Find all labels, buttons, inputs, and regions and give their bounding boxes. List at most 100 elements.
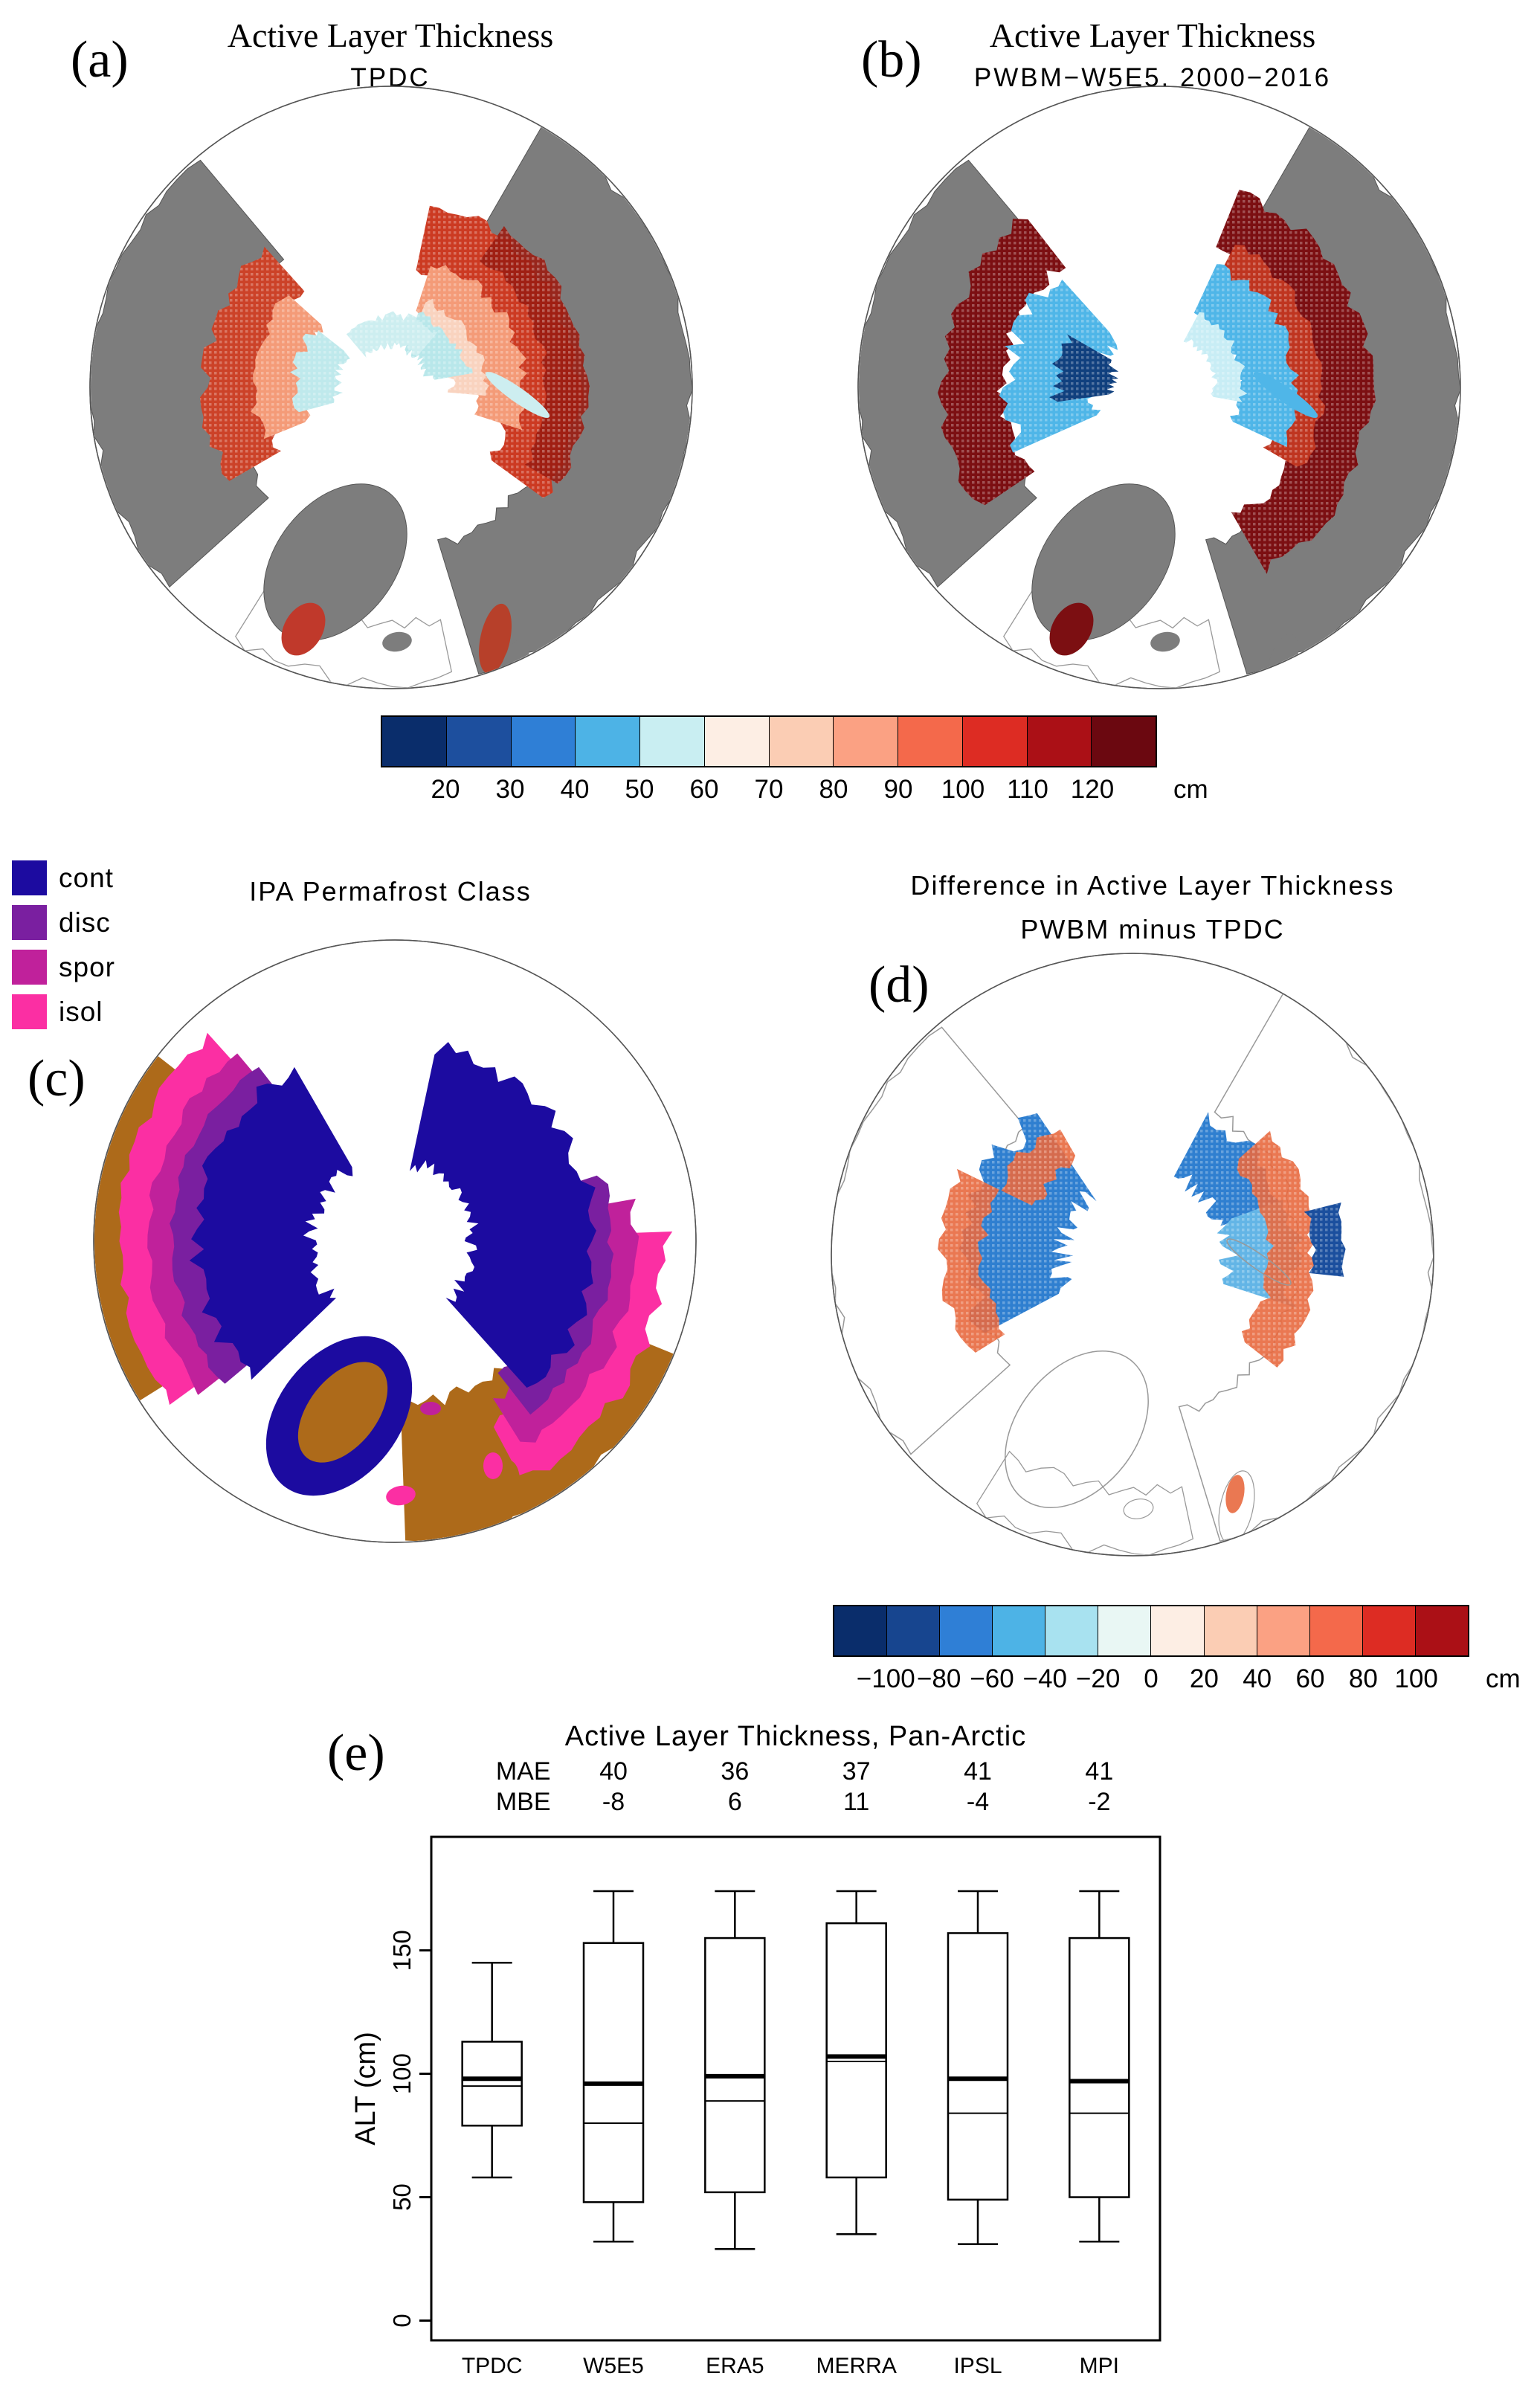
map-landmass <box>420 1402 441 1415</box>
colorbar-tick-label: 20 <box>431 775 460 804</box>
panel-a-label: (a) <box>71 31 129 88</box>
map-landmass <box>1049 602 1094 656</box>
colorbar-tick-label: −80 <box>916 1664 961 1693</box>
map-regions <box>859 126 1460 688</box>
map-regions <box>94 1032 674 1542</box>
map-outline-circle <box>89 86 693 689</box>
panel-d-title-line2: PWBM minus TPDC <box>1020 913 1285 944</box>
map-landmass <box>263 483 407 641</box>
colorbar-tick-label: −20 <box>1075 1664 1121 1693</box>
boxplot-box-TPDC <box>461 1962 523 2179</box>
colorbar-tick-label: 60 <box>1295 1664 1325 1693</box>
colorbar-tick-label: −100 <box>856 1664 915 1693</box>
map-c-svg <box>93 939 697 1543</box>
panel-c: IPA Permafrost Class cont disc spor isol… <box>12 855 766 1603</box>
colorbar-tick-label: 0 <box>1144 1664 1159 1693</box>
y-tick-label: 100 <box>388 2053 416 2094</box>
panel-e: (e) Active Layer Thickness, Pan-Arctic MA… <box>312 1699 1234 2406</box>
panel-e-label: (e) <box>327 1725 385 1782</box>
colorbar-segment <box>576 717 640 766</box>
stats-value-MAE-ERA5: 36 <box>721 1757 749 1786</box>
map-outline-circle <box>831 953 1434 1556</box>
colorbar-segment <box>940 1606 993 1655</box>
map-landmass <box>386 1485 416 1506</box>
boxplot-box-ERA5 <box>704 1890 766 2250</box>
colorbar-tick-label: −60 <box>970 1664 1014 1693</box>
stats-value-MBE-MERRA: 11 <box>843 1788 869 1816</box>
map-region <box>94 1055 193 1401</box>
colorbar-diff-labels: −100 −80 −60 −40 −20 0 20 40 60 80 100 cm <box>833 1664 1521 1699</box>
colorbar-tick-label: −40 <box>1022 1664 1068 1693</box>
colorbar-segment <box>834 1606 888 1655</box>
map-landmass <box>1443 1306 1445 1340</box>
colorbar-segment <box>704 717 770 766</box>
x-category-label: MERRA <box>816 2354 896 2378</box>
colorbar-alt-labels: 20 30 40 50 60 70 80 90 100 110 120 cm <box>381 775 1208 809</box>
y-axis-title: ALT (cm) <box>350 2032 381 2145</box>
x-category-label: ERA5 <box>706 2354 764 2378</box>
colorbar-alt: 20 30 40 50 60 70 80 90 100 110 120 cm <box>381 715 1208 809</box>
colorbar-segment <box>1098 1606 1152 1655</box>
colorbar-tick-label: 70 <box>754 775 784 804</box>
panel-a-title-line1: Active Layer Thickness <box>227 16 554 54</box>
panel-b: (b) Active Layer Thickness PWBM−W5E5, 20… <box>773 7 1532 710</box>
colorbar-tick-label: 100 <box>941 775 985 804</box>
colorbar-tick-label: 120 <box>1070 775 1115 804</box>
legend-label-disc: disc <box>59 907 111 938</box>
map-region <box>976 1450 1194 1555</box>
map-outline-circle <box>857 86 1461 689</box>
map-landmass <box>1226 1238 1292 1286</box>
colorbar-segment <box>1151 1606 1205 1655</box>
colorbar-segment <box>834 717 898 766</box>
colorbar-segment <box>1045 1606 1099 1655</box>
colorbar-tick-label: 80 <box>1348 1664 1378 1693</box>
map-region <box>410 1042 596 1388</box>
panel-c-label: (c) <box>28 1050 86 1107</box>
legend-item-isol: isol <box>12 994 115 1029</box>
map-region <box>189 1066 353 1380</box>
colorbar-tick-label: 50 <box>625 775 654 804</box>
colorbar-diff: −100 −80 −60 −40 −20 0 20 40 60 80 100 cm <box>833 1605 1521 1699</box>
colorbar-tick-label: 90 <box>883 775 913 804</box>
colorbar-unit-label: cm <box>1173 775 1208 804</box>
panel-d-title-line1: Difference in Active Layer Thickness <box>910 870 1395 901</box>
stats-value-MBE-MPI: -2 <box>1088 1788 1110 1816</box>
x-category-label: IPSL <box>953 2354 1002 2378</box>
colorbar-segment <box>769 717 834 766</box>
boxplot-box-MPI <box>1069 1890 1130 2243</box>
map-landmass <box>1150 631 1180 652</box>
colorbar-segment <box>1415 1606 1468 1655</box>
boxplot-box-MERRA <box>825 1890 887 2235</box>
colorbar-segment <box>446 717 512 766</box>
legend-item-disc: disc <box>12 905 115 940</box>
colorbar-tick-label: 110 <box>1007 775 1048 804</box>
colorbar-segment <box>382 717 447 766</box>
legend-swatch-cont <box>12 860 47 895</box>
map-landmass <box>1254 372 1318 418</box>
panel-d-title: Difference in Active Layer Thickness PWB… <box>773 869 1532 947</box>
colorbar-segment <box>1027 717 1092 766</box>
panel-c-title: IPA Permafrost Class <box>15 875 766 910</box>
legend-label-cont: cont <box>59 862 114 893</box>
map-region <box>118 1032 242 1406</box>
map-landmass <box>483 1452 503 1479</box>
map-landmass <box>1225 1475 1245 1513</box>
colorbar-segment <box>887 1606 941 1655</box>
y-tick-label: 0 <box>388 2314 416 2327</box>
colorbar-unit-label: cm <box>1486 1664 1521 1693</box>
map-landmass <box>480 1460 521 1536</box>
x-category-label: TPDC <box>462 2354 523 2378</box>
map-outline-circle <box>93 939 697 1543</box>
stats-value-MBE-IPSL: -4 <box>967 1788 989 1816</box>
panel-a: (a) Active Layer Thickness TPDC <box>15 7 766 710</box>
map-landmass <box>382 631 412 652</box>
colorbar-diff-bar <box>833 1605 1469 1657</box>
y-tick-label: 150 <box>388 1930 416 1971</box>
legend-item-spor: spor <box>12 950 115 985</box>
stats-row-label-MBE: MBE <box>496 1788 551 1816</box>
panel-d-label: (d) <box>869 956 929 1014</box>
stats-value-MAE-IPSL: 41 <box>964 1757 992 1786</box>
map-landmass <box>1031 483 1176 641</box>
colorbar-segment <box>1257 1606 1310 1655</box>
